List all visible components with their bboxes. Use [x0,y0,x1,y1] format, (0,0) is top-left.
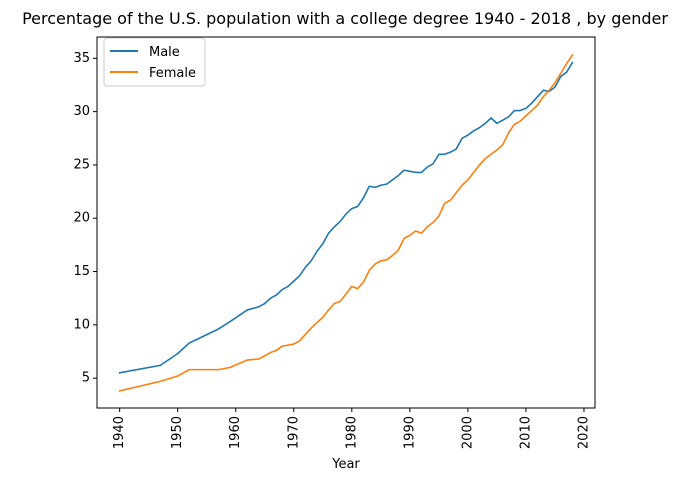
y-tick-label: 15 [73,264,90,279]
x-tick-label: 1990 [402,416,417,449]
legend: Male Female [103,37,206,87]
x-tick-label: 1970 [286,416,301,449]
x-tick-label: 1980 [344,416,359,449]
series-line-male [118,61,574,374]
x-tick-label: 2010 [518,416,533,449]
y-tick-label: 5 [82,371,90,386]
y-tick-label: 10 [73,317,90,332]
x-tick-label: 2020 [576,416,591,449]
series-layer [118,54,574,392]
plot-area-frame [96,36,596,409]
x-tick-label: 1940 [112,416,127,449]
y-tick-label: 20 [73,211,90,226]
x-tick-label: 2000 [460,416,475,449]
x-axis-label: Year [331,457,360,472]
x-tick-label: 1960 [228,416,243,449]
series-line-female [118,54,574,392]
legend-label-male: Male [149,45,180,60]
y-tick-label: 25 [73,157,90,172]
x-tick-label: 1950 [170,416,185,449]
y-tick-label: 35 [73,51,90,66]
legend-label-female: Female [149,66,196,81]
y-tick-label: 30 [73,104,90,119]
chart-title: Percentage of the U.S. population with a… [22,9,668,28]
axes-layer: 1940 1950 1960 1970 1980 1990 2000 2010 2020 5 10 1… [73,51,591,449]
